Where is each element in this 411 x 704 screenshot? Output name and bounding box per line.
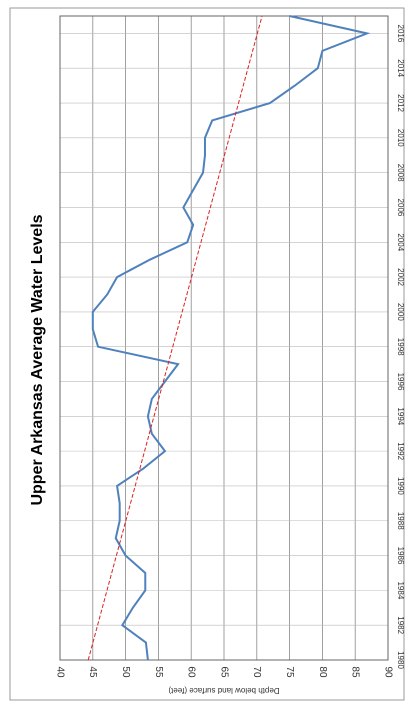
data-line	[91, 15, 371, 661]
y-tick-label: 45	[87, 666, 98, 678]
x-tick-label: 2002	[396, 268, 405, 286]
y-tick-label: 85	[350, 666, 361, 678]
x-tick-label: 2010	[396, 129, 405, 147]
y-tick-label: 90	[382, 666, 393, 678]
x-tick-label: 1996	[396, 373, 405, 391]
y-tick-label: 70	[251, 666, 262, 678]
x-tick-label: 2006	[396, 199, 405, 217]
x-tick-label: 2014	[396, 59, 405, 77]
y-tick-label: 60	[186, 666, 197, 678]
x-tick-label: 1980	[396, 651, 405, 669]
x-tick-label: 2000	[396, 303, 405, 321]
x-tick-label: 1992	[396, 442, 405, 460]
x-tick-label: 2004	[396, 233, 405, 251]
y-tick-label: 65	[218, 666, 229, 678]
chart-title: Upper Arkansas Average Water Levels	[29, 214, 46, 505]
y-tick-label: 55	[153, 666, 164, 678]
x-tick-label: 1990	[396, 477, 405, 495]
y-tick-label: 80	[317, 666, 328, 678]
y-tick-label: 40	[54, 666, 65, 678]
x-tick-label: 1998	[396, 338, 405, 356]
x-tick-label: 1994	[396, 407, 405, 425]
x-tick-label: 1986	[396, 547, 405, 565]
x-tick-label: 2016	[396, 25, 405, 43]
chart-frame	[9, 7, 405, 701]
trend-line	[87, 15, 263, 661]
x-tick-label: 2012	[396, 94, 405, 112]
x-tick-label: 1982	[396, 616, 405, 634]
x-tick-label: 2008	[396, 164, 405, 182]
x-tick-label: 1984	[396, 581, 405, 599]
y-tick-label: 50	[120, 666, 131, 678]
plot-area	[59, 15, 389, 661]
y-tick-label: 75	[284, 666, 295, 678]
x-tick-label: 1988	[396, 512, 405, 530]
y-axis-title: Depth below land surface (feet)	[168, 686, 280, 695]
